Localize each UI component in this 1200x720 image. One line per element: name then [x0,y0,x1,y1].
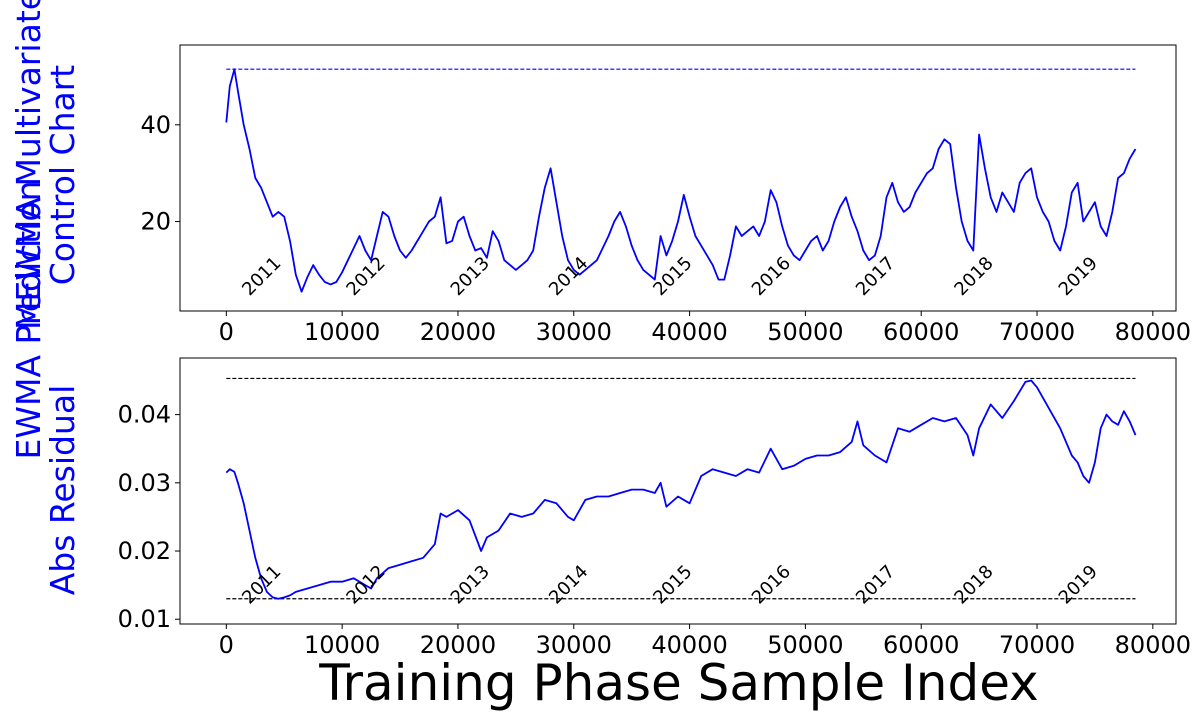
y-tick-label: 0.04 [118,401,171,429]
year-label-2012: 2012 [342,561,389,608]
year-label-2011: 2011 [238,253,285,300]
year-label-2016: 2016 [748,561,795,608]
series-line [225,68,1137,293]
x-tick-label: 60000 [883,631,959,659]
x-tick-label: 10000 [304,631,380,659]
ylabel-left-line2: MEWMA Multivariate [9,0,48,330]
x-tick-label: 70000 [999,318,1075,346]
ylabel-left-line1: EWMA Prediction [9,181,48,460]
x-tick-label: 80000 [1115,318,1191,346]
year-label-2019: 2019 [1055,253,1102,300]
axes-frame [179,357,1177,625]
series-line [225,379,1137,600]
x-tick-label: 20000 [420,318,496,346]
chart-bottom-residual: 2011 2012 2013 2014 2015 2016 2017 2018 2019 0 100… [118,357,1191,659]
year-label-2017: 2017 [852,561,899,608]
x-tick-label: 20000 [420,631,496,659]
x-tick-label: 40000 [651,631,727,659]
y-tick-label: 20 [140,208,171,236]
ylabel-top-line2: Control Chart [43,65,82,286]
year-label-2016: 2016 [748,253,795,300]
x-tick-label: 60000 [883,318,959,346]
x-axis-label: Training Phase Sample Index [318,654,1038,712]
y-tick-label: 0.02 [118,537,171,565]
x-tick-label: 50000 [767,318,843,346]
x-tick-label: 10000 [304,318,380,346]
x-tick-label: 50000 [767,631,843,659]
year-label-2018: 2018 [950,253,997,300]
year-label-2015: 2015 [649,253,696,300]
y-tick-label: 0.01 [118,605,171,633]
x-tick-label: 80000 [1115,631,1191,659]
x-tick-label: 70000 [999,631,1075,659]
x-tick-label: 0 [219,631,234,659]
year-label-2013: 2013 [447,561,494,608]
y-tick-label: 0.03 [118,469,171,497]
x-tick-label: 30000 [536,318,612,346]
ylabel-bottom-line2: Abs Residual [43,385,82,596]
y-tick-label: 40 [140,111,171,139]
year-label-2011: 2011 [238,561,285,608]
year-label-2017: 2017 [852,253,899,300]
year-label-2013: 2013 [447,253,494,300]
axes-frame [179,44,1177,312]
x-tick-label: 0 [219,318,234,346]
year-label-2018: 2018 [950,561,997,608]
year-label-2014: 2014 [545,561,592,608]
year-label-2015: 2015 [649,561,696,608]
year-label-2019: 2019 [1055,561,1102,608]
x-tick-label: 30000 [536,631,612,659]
year-label-2012: 2012 [342,253,389,300]
x-tick-label: 40000 [651,318,727,346]
